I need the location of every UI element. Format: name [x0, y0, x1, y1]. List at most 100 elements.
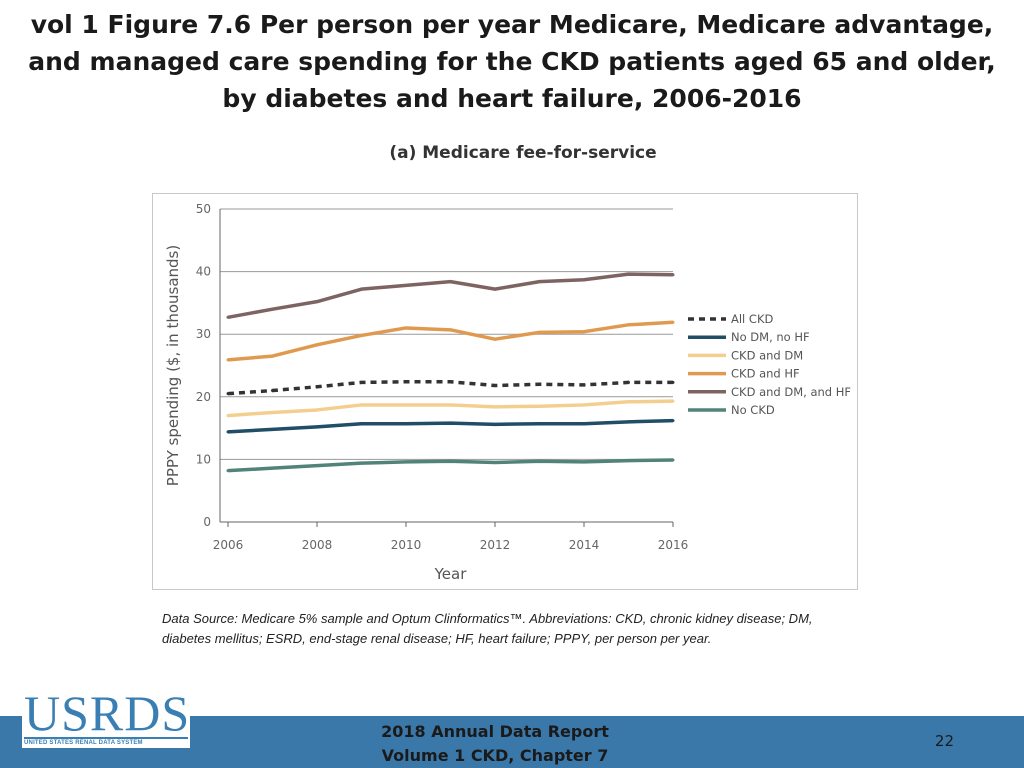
footer-line-2: Volume 1 CKD, Chapter 7: [381, 746, 609, 765]
data-point-no-ckd-2011: [449, 459, 452, 463]
legend-label-no-ckd: No CKD: [731, 403, 775, 417]
data-source-note: Data Source: Medicare 5% sample and Optu…: [162, 611, 813, 646]
data-point-ckd-and-hf-2015: [627, 323, 630, 327]
data-point-ckd-and-dm-and-hf-2010: [404, 283, 408, 287]
data-point-ckd-and-dm-2016: [671, 399, 675, 403]
data-point-ckd-and-hf-2009: [360, 333, 363, 337]
data-point-all-ckd-2009: [360, 380, 363, 384]
footer-caption: 2018 Annual Data Report Volume 1 CKD, Ch…: [330, 716, 660, 768]
series-line-all-ckd: [227, 380, 673, 396]
slide-title: vol 1 Figure 7.6 Per person per year Med…: [28, 10, 996, 113]
data-point-all-ckd-2013: [538, 382, 541, 386]
x-tick-label-2012: 2012: [480, 538, 511, 552]
data-point-ckd-and-dm-and-hf-2012: [493, 287, 497, 291]
data-point-no-ckd-2010: [404, 460, 408, 464]
y-axis-title: PPPY spending ($, in thousands): [164, 245, 182, 486]
data-point-all-ckd-2015: [627, 380, 630, 384]
data-point-no-ckd-2015: [627, 459, 630, 463]
data-point-all-ckd-2006: [226, 392, 230, 396]
legend-label-all-ckd: All CKD: [731, 312, 773, 326]
data-point-no-dm-no-hf-2016: [671, 419, 675, 423]
y-tick-label-50: 50: [196, 202, 211, 216]
data-point-no-dm-no-hf-2012: [493, 422, 497, 426]
data-point-all-ckd-2008: [315, 385, 319, 389]
x-axis-title: Year: [434, 565, 468, 583]
data-point-all-ckd-2011: [449, 380, 452, 384]
data-point-ckd-and-dm-and-hf-2015: [627, 272, 630, 276]
logo-subtext: UNITED STATES RENAL DATA SYSTEM: [24, 740, 143, 746]
y-tick-label-40: 40: [196, 265, 211, 279]
x-tick-label-2006: 2006: [213, 538, 244, 552]
data-point-ckd-and-hf-2014: [582, 330, 586, 334]
data-point-all-ckd-2012: [493, 384, 497, 388]
data-point-ckd-and-dm-and-hf-2016: [671, 273, 675, 277]
data-point-no-dm-no-hf-2006: [226, 430, 230, 434]
data-point-ckd-and-dm-2008: [315, 408, 319, 412]
page-number: 22: [934, 732, 954, 750]
data-point-all-ckd-2010: [404, 380, 408, 384]
logo-rule: [24, 737, 188, 739]
x-tick-label-2010: 2010: [391, 538, 422, 552]
data-point-ckd-and-hf-2010: [404, 326, 408, 330]
data-point-ckd-and-dm-and-hf-2006: [226, 315, 230, 319]
data-point-no-dm-no-hf-2013: [538, 422, 541, 426]
x-tick-label-2016: 2016: [658, 538, 689, 552]
series-line-ckd-and-dm: [227, 399, 674, 418]
chart-frame: 0 10 20 30 40 50 2006 2008 2010 2012 2014 2016 Year P…: [152, 193, 858, 590]
data-point-no-ckd-2014: [582, 460, 586, 464]
legend-label-no-dm-no-hf: No DM, no HF: [731, 330, 810, 344]
data-point-no-ckd-2006: [226, 469, 230, 473]
data-point-no-dm-no-hf-2014: [582, 422, 586, 426]
data-point-ckd-and-hf-2012: [493, 337, 497, 341]
data-point-no-dm-no-hf-2009: [360, 422, 363, 426]
data-point-ckd-and-dm-2012: [493, 405, 497, 409]
data-point-no-dm-no-hf-2011: [449, 421, 452, 425]
x-tick-label-2014: 2014: [569, 538, 600, 552]
data-point-no-dm-no-hf-2007: [271, 427, 274, 431]
data-point-ckd-and-dm-2009: [360, 403, 363, 407]
data-point-ckd-and-hf-2011: [449, 328, 452, 332]
data-point-no-ckd-2016: [671, 458, 675, 462]
footer-line-1: 2018 Annual Data Report: [381, 722, 609, 741]
data-point-no-dm-no-hf-2008: [315, 425, 319, 429]
data-point-ckd-and-hf-2013: [538, 330, 541, 334]
series-line-ckd-and-hf: [227, 320, 674, 362]
data-point-no-ckd-2007: [271, 466, 274, 470]
data-point-all-ckd-2016: [671, 380, 675, 384]
y-tick-label-10: 10: [196, 452, 211, 466]
data-point-no-dm-no-hf-2015: [627, 420, 630, 424]
data-point-ckd-and-dm-2013: [538, 404, 541, 408]
y-tick-label-30: 30: [196, 327, 211, 341]
data-point-ckd-and-dm-2006: [226, 414, 230, 418]
chart-title: (a) Medicare fee-for-service: [389, 143, 657, 163]
data-point-ckd-and-dm-and-hf-2009: [360, 287, 363, 291]
data-point-ckd-and-dm-2015: [627, 400, 630, 404]
x-tick-label-2008: 2008: [302, 538, 333, 552]
data-point-ckd-and-hf-2016: [671, 320, 675, 324]
data-point-ckd-and-hf-2006: [226, 358, 230, 362]
data-point-all-ckd-2014: [582, 383, 586, 387]
data-point-no-ckd-2013: [538, 459, 541, 463]
data-point-no-ckd-2009: [360, 461, 363, 465]
data-point-ckd-and-dm-and-hf-2014: [582, 278, 586, 282]
data-point-ckd-and-dm-2007: [271, 410, 274, 414]
y-tick-label-0: 0: [203, 515, 211, 529]
data-point-ckd-and-dm-2010: [404, 403, 408, 407]
data-point-no-ckd-2008: [315, 464, 319, 468]
y-tick-label-20: 20: [196, 390, 211, 404]
data-point-ckd-and-dm-and-hf-2007: [271, 307, 274, 311]
data-point-ckd-and-dm-and-hf-2011: [449, 280, 452, 284]
data-point-no-dm-no-hf-2010: [404, 422, 408, 426]
legend-label-ckd-and-dm-and-hf: CKD and DM, and HF: [731, 385, 851, 399]
data-point-all-ckd-2007: [271, 389, 274, 393]
data-point-ckd-and-hf-2007: [271, 354, 274, 358]
legend-label-ckd-and-dm: CKD and DM: [731, 348, 803, 362]
legend-label-ckd-and-hf: CKD and HF: [731, 367, 800, 381]
line-chart: 0 10 20 30 40 50 2006 2008 2010 2012 2014 2016 Year P…: [164, 202, 851, 583]
logo-wordmark: USRDS: [24, 685, 191, 741]
data-point-ckd-and-dm-and-hf-2008: [315, 300, 319, 304]
data-point-ckd-and-hf-2008: [315, 343, 319, 347]
data-point-ckd-and-dm-and-hf-2013: [538, 280, 541, 284]
data-point-ckd-and-dm-2011: [449, 403, 452, 407]
data-point-no-ckd-2012: [493, 461, 497, 465]
